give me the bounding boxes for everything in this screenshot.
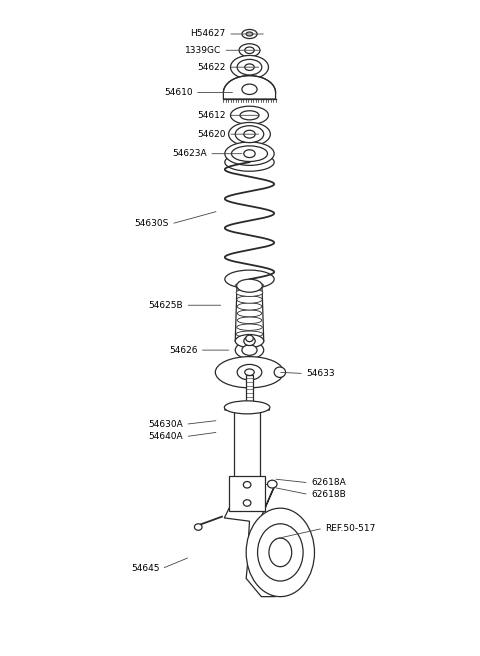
Text: 54630S: 54630S (134, 219, 169, 228)
Ellipse shape (216, 357, 284, 388)
Text: 54645: 54645 (131, 564, 159, 573)
Ellipse shape (242, 345, 257, 356)
Ellipse shape (244, 150, 255, 157)
Ellipse shape (236, 289, 263, 297)
Ellipse shape (258, 523, 303, 581)
Text: 54633: 54633 (306, 369, 335, 378)
Ellipse shape (225, 153, 274, 171)
Text: 62618B: 62618B (311, 490, 346, 499)
Ellipse shape (238, 310, 262, 317)
Ellipse shape (237, 317, 262, 323)
Text: 54620: 54620 (197, 130, 226, 138)
Ellipse shape (237, 324, 262, 331)
Ellipse shape (242, 30, 257, 39)
Ellipse shape (236, 331, 263, 337)
Ellipse shape (269, 538, 292, 567)
Ellipse shape (243, 482, 251, 488)
Ellipse shape (244, 131, 255, 138)
Ellipse shape (235, 282, 264, 289)
Ellipse shape (230, 106, 268, 125)
Text: 54623A: 54623A (172, 149, 207, 158)
Text: 54612: 54612 (197, 111, 226, 120)
Ellipse shape (235, 338, 264, 344)
Polygon shape (224, 484, 276, 559)
Ellipse shape (237, 365, 262, 380)
Ellipse shape (237, 303, 262, 310)
Ellipse shape (245, 47, 254, 54)
Text: REF.50-517: REF.50-517 (325, 524, 376, 533)
Text: 54625B: 54625B (148, 300, 183, 310)
Ellipse shape (239, 44, 260, 57)
Polygon shape (234, 405, 261, 478)
Ellipse shape (243, 500, 251, 506)
Polygon shape (229, 476, 265, 512)
Polygon shape (223, 75, 276, 99)
Ellipse shape (246, 32, 253, 36)
Ellipse shape (274, 367, 286, 377)
Ellipse shape (194, 523, 202, 530)
Text: 62618A: 62618A (311, 478, 346, 487)
Text: H54627: H54627 (191, 30, 226, 39)
Text: 54626: 54626 (169, 346, 197, 355)
Ellipse shape (231, 146, 267, 161)
Ellipse shape (230, 56, 268, 79)
Ellipse shape (235, 342, 264, 359)
Text: 54640A: 54640A (148, 432, 183, 441)
Ellipse shape (237, 296, 262, 303)
Polygon shape (224, 405, 270, 410)
Ellipse shape (237, 279, 262, 292)
Text: 54610: 54610 (164, 88, 192, 97)
Text: 1339GC: 1339GC (185, 46, 221, 54)
Ellipse shape (246, 335, 253, 342)
Text: 54630A: 54630A (148, 420, 183, 429)
Ellipse shape (267, 480, 277, 488)
Ellipse shape (225, 270, 274, 289)
Ellipse shape (224, 401, 270, 414)
Ellipse shape (235, 335, 264, 348)
Ellipse shape (237, 59, 262, 75)
Polygon shape (246, 559, 276, 597)
Ellipse shape (240, 111, 259, 120)
Ellipse shape (225, 142, 274, 165)
Ellipse shape (245, 369, 254, 375)
Ellipse shape (244, 337, 255, 346)
Text: 54622: 54622 (197, 63, 226, 72)
Ellipse shape (245, 64, 254, 70)
Ellipse shape (242, 84, 257, 94)
Ellipse shape (246, 508, 314, 597)
Ellipse shape (235, 126, 264, 142)
Polygon shape (246, 375, 253, 405)
Ellipse shape (228, 123, 270, 146)
